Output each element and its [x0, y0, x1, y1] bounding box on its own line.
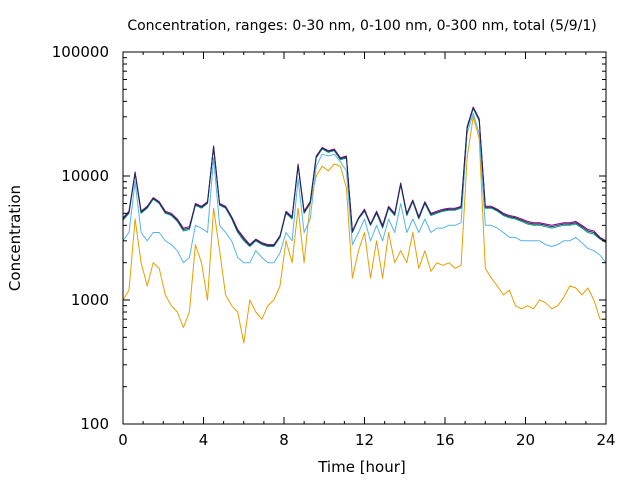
- series-line-1: [122, 116, 606, 344]
- y-tick-label: 10000: [61, 167, 109, 185]
- plot-frame: [122, 51, 607, 425]
- y-tick-label: 100000: [52, 43, 109, 61]
- series-line-5: [122, 107, 607, 246]
- x-tick-label: 20: [516, 431, 535, 449]
- y-tick-label: 100: [80, 415, 109, 433]
- y-axis: 100 1000 10000 100000: [52, 43, 606, 433]
- x-tick-label: 8: [279, 431, 289, 449]
- x-axis-label: Time [hour]: [317, 458, 406, 476]
- x-tick-label: 4: [199, 431, 209, 449]
- chart-title: Concentration, ranges: 0-30 nm, 0-100 nm…: [127, 18, 596, 34]
- series-layer: [122, 106, 607, 344]
- series-line-4: [122, 106, 607, 246]
- x-tick-label: 12: [355, 431, 374, 449]
- x-tick-label: 16: [435, 431, 454, 449]
- x-tick-label: 0: [118, 431, 128, 449]
- x-tick-label: 24: [596, 431, 615, 449]
- y-axis-label: Concentration: [6, 185, 24, 291]
- y-tick-label: 1000: [71, 291, 109, 309]
- series-line-2: [122, 112, 607, 264]
